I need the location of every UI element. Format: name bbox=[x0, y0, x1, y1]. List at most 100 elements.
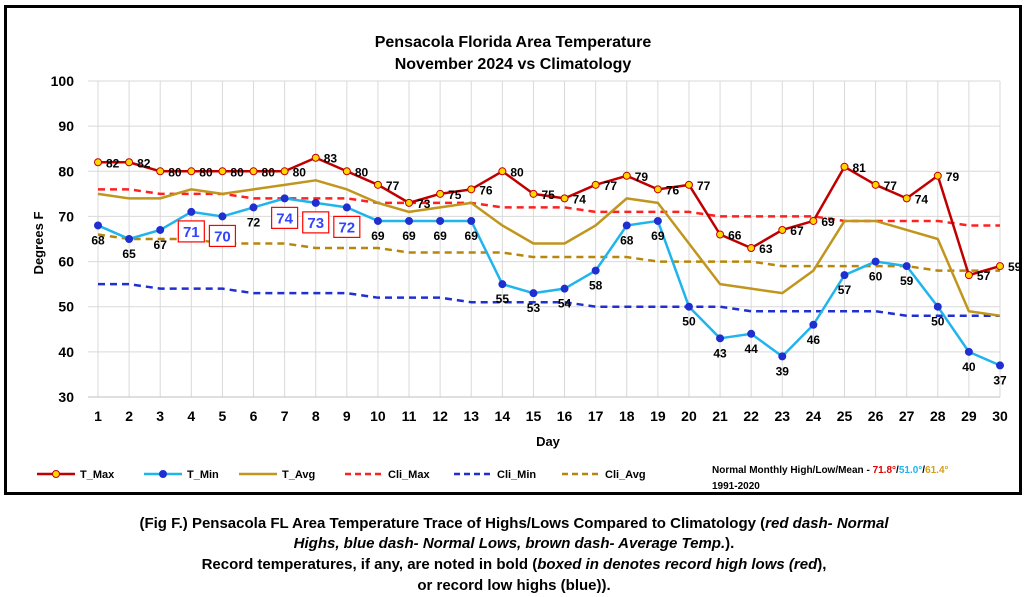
x-tick-label: 27 bbox=[899, 408, 915, 424]
point-t-max bbox=[156, 167, 165, 176]
x-tick-label: 26 bbox=[868, 408, 884, 424]
point-t-max bbox=[467, 185, 476, 194]
point-t-min bbox=[342, 203, 351, 212]
normals-note-part: Normal Monthly High/Low/Mean - bbox=[712, 465, 873, 476]
data-label-t-min: 68 bbox=[91, 233, 105, 247]
data-label-t-max: 76 bbox=[666, 183, 680, 197]
data-label-t-max: 77 bbox=[604, 179, 618, 193]
point-t-min bbox=[622, 221, 631, 230]
data-label-t-max: 66 bbox=[728, 228, 742, 242]
data-label-t-max: 80 bbox=[168, 165, 182, 179]
data-label-t-min: 39 bbox=[776, 364, 790, 378]
y-tick-label: 90 bbox=[58, 118, 74, 134]
point-t-min bbox=[156, 225, 165, 234]
x-tick-label: 5 bbox=[219, 408, 227, 424]
data-label-t-min: 58 bbox=[589, 279, 603, 293]
point-t-max bbox=[529, 189, 538, 198]
data-label-t-min: 69 bbox=[371, 229, 385, 243]
data-label-t-min: 67 bbox=[154, 238, 168, 252]
point-t-max bbox=[684, 180, 693, 189]
y-tick-label: 30 bbox=[58, 389, 74, 405]
data-label-t-min: 69 bbox=[651, 229, 665, 243]
point-t-max bbox=[125, 158, 134, 167]
point-t-min bbox=[311, 198, 320, 207]
y-tick-label: 60 bbox=[58, 254, 74, 270]
data-label-t-max: 80 bbox=[355, 165, 369, 179]
series-line-cli-min bbox=[98, 282, 1000, 317]
record-box bbox=[302, 211, 330, 234]
x-tick-label: 19 bbox=[650, 408, 666, 424]
point-t-max bbox=[436, 189, 445, 198]
data-label-t-min: 72 bbox=[247, 215, 261, 229]
data-label-t-min: 69 bbox=[465, 229, 479, 243]
y-tick-label: 100 bbox=[51, 73, 75, 89]
point-t-max bbox=[653, 185, 662, 194]
data-label-t-max: 69 bbox=[821, 215, 835, 229]
point-t-min bbox=[467, 216, 476, 225]
point-t-min bbox=[964, 347, 973, 356]
record-label: 70 bbox=[214, 228, 231, 245]
legend-marker bbox=[52, 470, 60, 478]
point-t-max bbox=[498, 167, 507, 176]
x-tick-label: 3 bbox=[156, 408, 164, 424]
point-t-max bbox=[280, 167, 289, 176]
point-t-max bbox=[218, 167, 227, 176]
data-label-t-max: 79 bbox=[635, 170, 649, 184]
x-tick-label: 11 bbox=[402, 408, 417, 424]
point-t-max bbox=[964, 271, 973, 280]
point-t-max bbox=[187, 167, 196, 176]
point-t-min bbox=[840, 271, 849, 280]
x-tick-label: 6 bbox=[250, 408, 258, 424]
data-label-t-max: 77 bbox=[386, 179, 400, 193]
data-label-t-min: 50 bbox=[682, 315, 696, 329]
point-t-min bbox=[405, 216, 414, 225]
y-tick-label: 70 bbox=[58, 208, 74, 224]
x-tick-label: 29 bbox=[961, 408, 977, 424]
x-axis-title: Day bbox=[536, 434, 561, 449]
point-t-max bbox=[560, 194, 569, 203]
point-t-min bbox=[125, 235, 134, 243]
point-t-max bbox=[778, 225, 787, 234]
data-label-t-max: 80 bbox=[262, 165, 276, 179]
point-t-min bbox=[871, 257, 880, 266]
data-label-t-min: 57 bbox=[838, 283, 852, 297]
data-label-t-max: 82 bbox=[137, 156, 151, 170]
point-t-max bbox=[996, 262, 1004, 271]
data-label-t-max: 77 bbox=[697, 179, 711, 193]
caption-line-1: (Fig F.) Pensacola FL Area Temperature T… bbox=[0, 514, 1028, 533]
legend-label: T_Avg bbox=[282, 469, 315, 481]
x-tick-label: 2 bbox=[125, 408, 133, 424]
point-t-min bbox=[218, 212, 227, 221]
point-t-min bbox=[591, 266, 600, 275]
y-tick-label: 80 bbox=[58, 163, 74, 179]
point-t-min bbox=[684, 302, 693, 311]
point-t-min bbox=[996, 361, 1004, 370]
x-tick-label: 14 bbox=[495, 408, 511, 424]
data-label-t-min: 60 bbox=[869, 270, 883, 284]
point-t-min bbox=[747, 329, 756, 338]
chart-title-line-2: November 2024 vs Climatology bbox=[395, 56, 632, 73]
series-line-t-avg bbox=[97, 179, 1001, 317]
data-label-t-max: 59 bbox=[1008, 260, 1019, 274]
data-label-t-min: 53 bbox=[527, 301, 541, 315]
point-t-min bbox=[716, 334, 725, 343]
data-label-t-max: 80 bbox=[510, 165, 524, 179]
data-label-t-max: 57 bbox=[977, 269, 991, 283]
normals-note-part: 51.0° bbox=[899, 465, 922, 476]
record-label: 74 bbox=[276, 210, 293, 227]
point-t-min bbox=[249, 203, 258, 212]
x-tick-label: 23 bbox=[774, 408, 790, 424]
point-t-min bbox=[933, 302, 942, 311]
x-tick-label: 8 bbox=[312, 408, 320, 424]
caption-text: or record low highs (blue)). bbox=[417, 577, 611, 594]
y-axis-title: Degrees F bbox=[31, 212, 46, 275]
legend-label: T_Min bbox=[187, 469, 219, 481]
normals-note-part: / bbox=[922, 465, 925, 476]
point-t-min bbox=[94, 221, 102, 230]
data-label-t-max: 81 bbox=[852, 161, 866, 175]
caption-italic: Highs, blue dash- Normal Lows, brown das… bbox=[293, 535, 726, 552]
point-t-max bbox=[94, 158, 102, 167]
point-t-min bbox=[436, 216, 445, 225]
caption-line-4: or record low highs (blue)). bbox=[0, 576, 1028, 595]
x-tick-label: 21 bbox=[712, 408, 728, 424]
